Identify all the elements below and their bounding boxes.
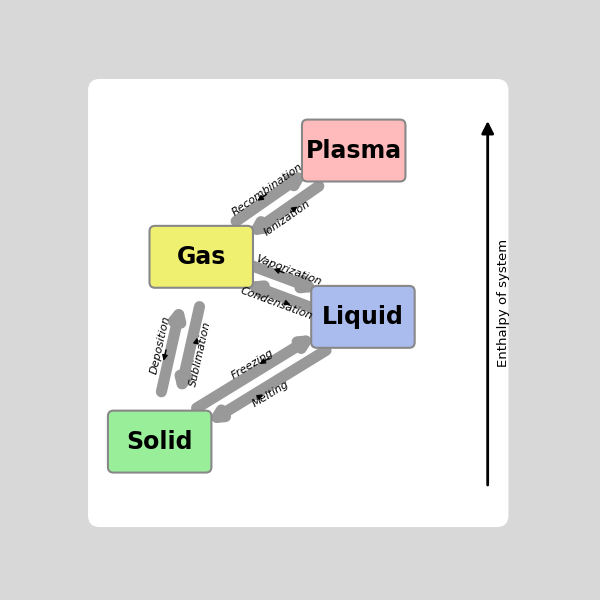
FancyBboxPatch shape	[149, 226, 253, 288]
Text: Plasma: Plasma	[305, 139, 402, 163]
FancyBboxPatch shape	[108, 410, 211, 473]
Text: Sublimation: Sublimation	[188, 320, 213, 388]
FancyBboxPatch shape	[302, 119, 406, 181]
Text: Enthalpy of system: Enthalpy of system	[497, 239, 511, 367]
Text: Vaporization: Vaporization	[254, 254, 322, 287]
Text: Ionization: Ionization	[262, 199, 313, 238]
FancyBboxPatch shape	[311, 286, 415, 348]
Text: Solid: Solid	[127, 430, 193, 454]
Text: Freezing: Freezing	[229, 347, 275, 381]
Text: Gas: Gas	[176, 245, 226, 269]
FancyBboxPatch shape	[88, 79, 508, 527]
Text: Deposition: Deposition	[149, 314, 172, 375]
Text: Melting: Melting	[250, 379, 290, 409]
Text: Liquid: Liquid	[322, 305, 404, 329]
Text: Condensation: Condensation	[238, 286, 314, 321]
Text: Recombination: Recombination	[230, 161, 305, 217]
